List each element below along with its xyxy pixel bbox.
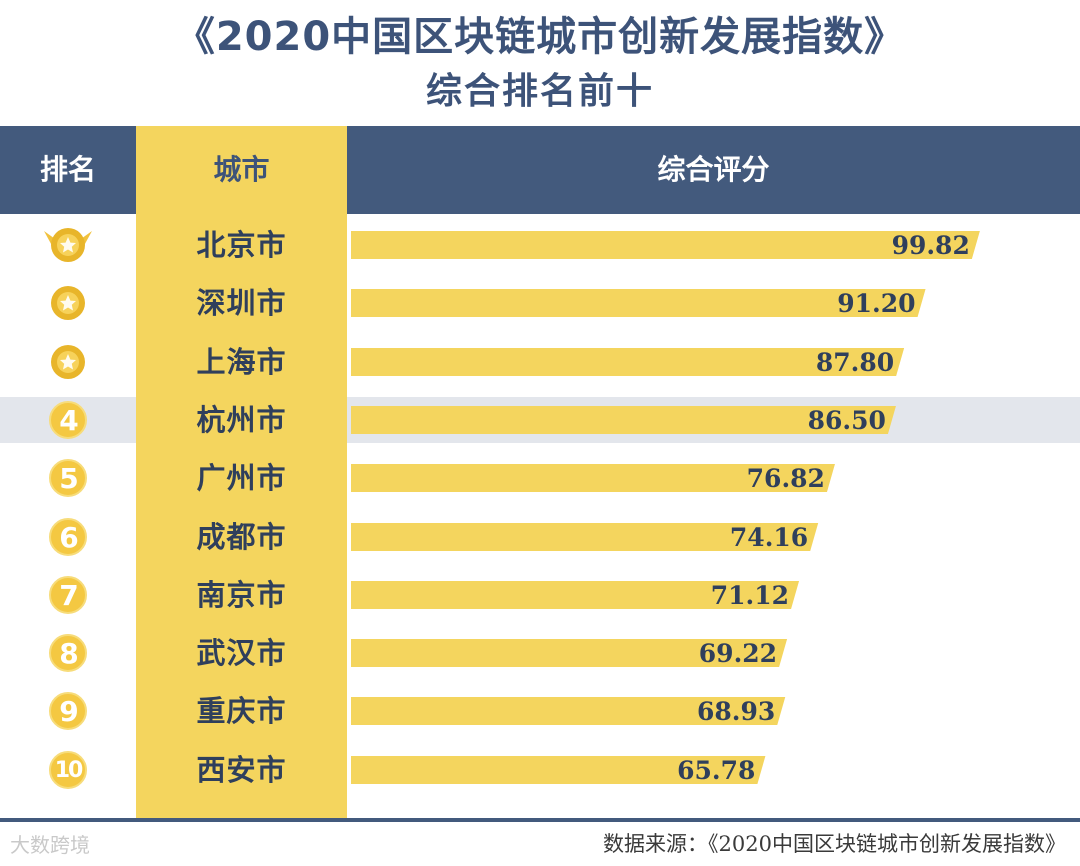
bar [351,289,926,317]
rank-number-badge: 9 [49,692,87,730]
city-label: 南京市 [196,578,287,612]
rank-number-badge: 7 [49,576,87,614]
bar-row: 91.20 [351,289,926,318]
bar-value-label: 86.50 [808,406,886,435]
rank-cell: 5 [0,455,136,501]
bar [351,348,905,376]
bar-row: 71.12 [351,581,800,610]
bar [351,523,819,551]
rank-cell: 9 [0,688,136,734]
bar-row: 74.16 [351,523,819,552]
data-source-note: 数据来源：《2020中国区块链城市创新发展指数》 [603,832,1066,856]
rank-cell: 6 [0,514,136,560]
chart-title: 《2020中国区块链城市创新发展指数》 [174,14,906,60]
bar-row: 87.80 [351,348,905,377]
bar [351,406,896,434]
bar-value-label: 71.12 [711,581,789,610]
header-rank: 排名 [39,153,96,186]
watermark: 大数跨境 [10,833,90,857]
city-label: 广州市 [196,461,287,495]
bar-value-label: 74.16 [730,523,808,552]
bar-value-label: 91.20 [837,289,915,318]
rank-number-badge: 8 [49,634,87,672]
bar-row: 68.93 [351,697,786,726]
bar-value-label: 65.78 [677,756,755,785]
bar-row: 86.50 [351,406,896,435]
bar-row: 69.22 [351,639,788,668]
table-bottom-rule [0,818,1080,822]
bar [351,697,786,725]
bar [351,231,980,259]
rank-number-badge: 4 [49,401,87,439]
bar [351,464,835,492]
rank-cell: 7 [0,572,136,618]
medal-icon [51,345,85,379]
bar-value-label: 68.93 [697,697,775,726]
bar-value-label: 87.80 [816,348,894,377]
rank-number-badge: 10 [49,751,87,789]
header-score: 综合评分 [657,153,770,186]
bar-row: 99.82 [351,231,980,260]
rank-cell: 4 [0,397,136,443]
header-city: 城市 [213,153,270,186]
bar [351,639,788,667]
city-label: 上海市 [196,345,287,379]
medal-icon [44,228,92,262]
rank-cell: 8 [0,630,136,676]
city-label: 西安市 [196,753,287,787]
chart-subtitle: 综合排名前十 [425,71,654,112]
city-label: 杭州市 [196,403,287,437]
medal-icon [51,286,85,320]
rank-number-badge: 6 [49,518,87,556]
bar-row: 65.78 [351,756,766,785]
bar-row: 76.82 [351,464,835,493]
city-label: 武汉市 [196,636,287,670]
city-label: 深圳市 [196,286,287,320]
city-label: 重庆市 [196,694,287,728]
bar [351,581,800,609]
rank-cell [0,222,136,268]
city-label: 北京市 [196,228,287,262]
rank-cell [0,280,136,326]
rank-number-badge: 5 [49,459,87,497]
city-column-band [136,126,347,818]
bar-value-label: 69.22 [699,639,777,668]
bar [351,756,766,784]
rank-cell: 10 [0,747,136,793]
rank-cell [0,339,136,385]
bar-value-label: 99.82 [892,231,970,260]
bar-value-label: 76.82 [747,464,825,493]
city-label: 成都市 [196,520,287,554]
